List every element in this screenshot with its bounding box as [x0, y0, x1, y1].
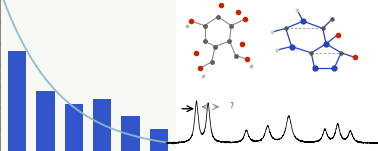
- Bar: [93, 99, 111, 151]
- Bar: [36, 92, 54, 151]
- Bar: [8, 51, 26, 151]
- Bar: [150, 129, 168, 151]
- Bar: [65, 104, 83, 151]
- Bar: [121, 116, 139, 151]
